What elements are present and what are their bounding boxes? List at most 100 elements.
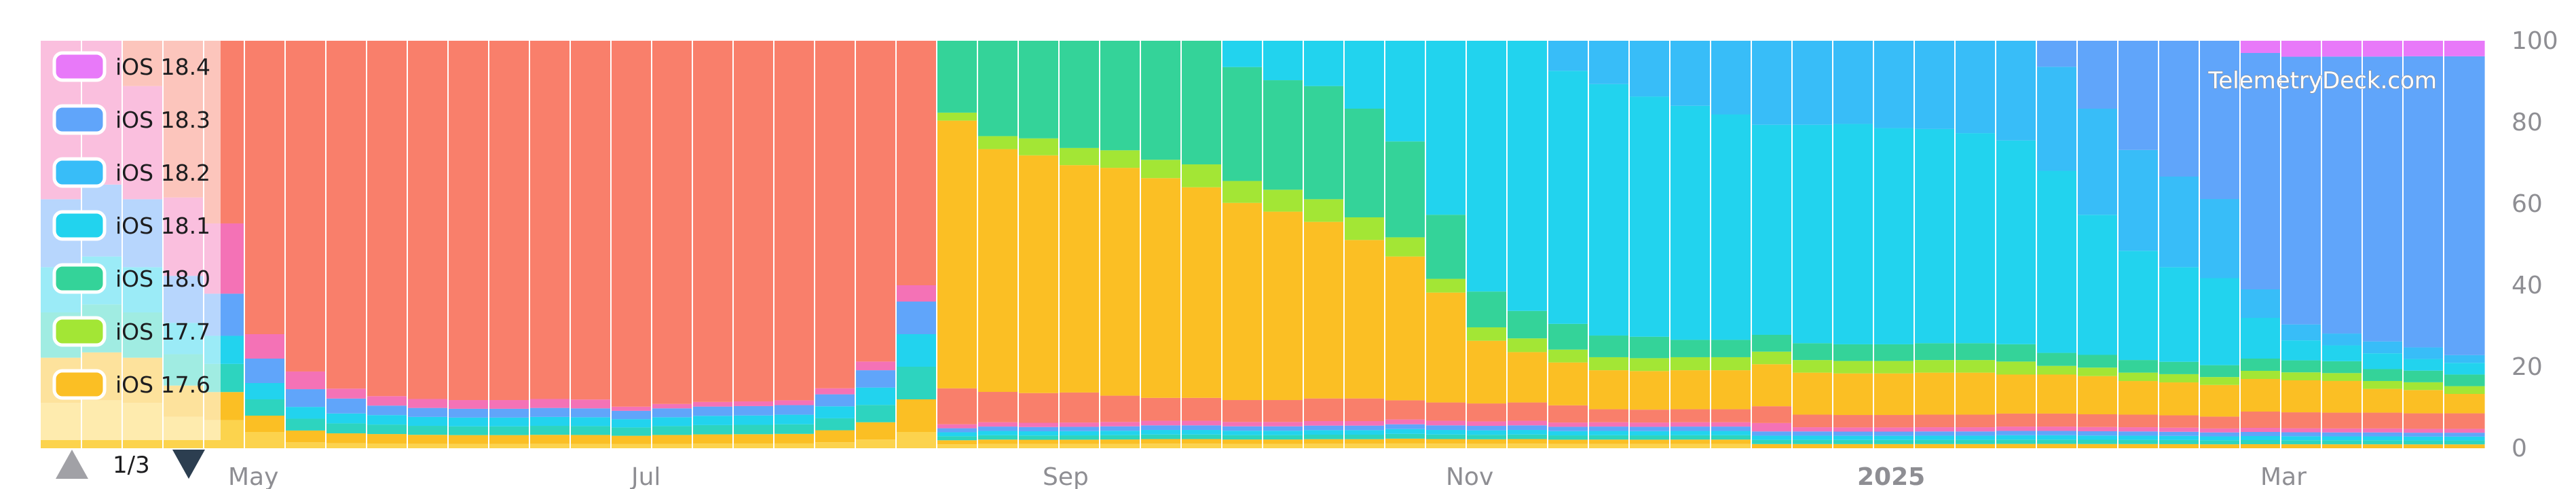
bar-segment-ios-18-3-w54 bbox=[2240, 53, 2281, 289]
bar-segment-ios-17-0-w24 bbox=[1018, 443, 1060, 448]
bar-segment-ios-17-1-w36 bbox=[1507, 439, 1548, 444]
bar-segment-ios-17-6-w41 bbox=[1711, 370, 1752, 410]
bar-segment-ios-18-3-w57 bbox=[2362, 56, 2404, 342]
bar-segment-ios-17-1-w34 bbox=[1425, 439, 1467, 444]
bar-segment-ios-17-2-w53 bbox=[2199, 440, 2241, 445]
bar-segment-ios-17-6-w30 bbox=[1263, 211, 1304, 401]
legend-item[interactable]: iOS 18.0 bbox=[52, 263, 210, 294]
bar-segment-ios-17-2-w33 bbox=[1385, 433, 1426, 439]
bar-segment-ios-17-2-w54 bbox=[2240, 440, 2281, 444]
bar-segment-ios-17-3-w33 bbox=[1385, 429, 1426, 434]
x-tick-label: Jul bbox=[630, 463, 660, 489]
bar-segment-ios-17-5-1-w19 bbox=[815, 41, 856, 388]
legend-item[interactable]: iOS 18.1 bbox=[52, 210, 210, 241]
bar-segment-ios-17-1-w10 bbox=[448, 435, 489, 444]
bar-segment-ios-17-5-w12 bbox=[529, 399, 571, 408]
bar-segment-ios-17-6-w44 bbox=[1833, 373, 1874, 416]
bar-segment-ios-17-6-w49 bbox=[2036, 374, 2078, 414]
legend-item[interactable]: iOS 17.7 bbox=[52, 316, 210, 347]
bar-segment-ios-17-3-w52 bbox=[2159, 435, 2200, 440]
bar-segment-ios-17-1-w26 bbox=[1100, 439, 1141, 444]
bar-segment-ios-17-2-w55 bbox=[2281, 440, 2322, 445]
bar-segment-ios-17-5-1-w33 bbox=[1385, 400, 1426, 420]
bar-segment-ios-17-5-w30 bbox=[1263, 422, 1304, 427]
bar-segment-ios-17-2-w11 bbox=[489, 426, 530, 435]
bar-segment-ios-17-4-w8 bbox=[367, 405, 408, 416]
bar-segment-ios-17-1-w15 bbox=[652, 435, 693, 444]
bar-segment-ios-17-4-w41 bbox=[1711, 427, 1752, 431]
bar-segment-ios-17-5-1-w54 bbox=[2240, 412, 2281, 428]
bar-segment-ios-17-7-w56 bbox=[2321, 373, 2363, 381]
bar-segment-ios-17-2-w14 bbox=[611, 427, 652, 436]
bar-segment-ios-18-1-w57 bbox=[2362, 353, 2404, 369]
bar-segment-ios-17-2-w40 bbox=[1670, 435, 1711, 440]
bar-segment-ios-18-2-w38 bbox=[1588, 41, 1630, 84]
bar-segment-ios-17-3-w6 bbox=[285, 407, 326, 419]
bar-segment-ios-17-0-w6 bbox=[285, 442, 326, 448]
bar-segment-ios-17-2-w13 bbox=[570, 426, 612, 435]
bar-segment-ios-17-3-w5 bbox=[244, 383, 286, 399]
bar-segment-ios-17-4-w11 bbox=[489, 408, 530, 418]
bar-segment-ios-17-3-w39 bbox=[1629, 431, 1670, 436]
legend-item[interactable]: iOS 18.4 bbox=[52, 51, 210, 82]
bar-segment-ios-17-2-w16 bbox=[692, 424, 734, 435]
bar-segment-ios-17-3-w27 bbox=[1140, 430, 1182, 435]
bar-segment-ios-17-0-w21 bbox=[896, 432, 937, 448]
bar-segment-ios-17-7-w50 bbox=[2077, 367, 2118, 376]
bar-segment-ios-18-1-w58 bbox=[2403, 359, 2444, 371]
bar-segment-ios-17-7-w52 bbox=[2159, 374, 2200, 383]
bar-segment-ios-17-3-w41 bbox=[1711, 431, 1752, 435]
bar-segment-ios-17-5-1-w15 bbox=[652, 41, 693, 404]
bar-segment-ios-17-5-1-w26 bbox=[1100, 395, 1141, 422]
bar-segment-ios-17-7-w41 bbox=[1711, 357, 1752, 371]
bar-segment-ios-17-4-w25 bbox=[1059, 427, 1100, 431]
bar-segment-ios-18-0-w50 bbox=[2077, 355, 2118, 368]
bar-segment-ios-17-5-w59 bbox=[2444, 429, 2485, 433]
bar-segment-ios-17-2-w47 bbox=[1955, 439, 1996, 444]
bar-segment-ios-17-5-w16 bbox=[692, 401, 734, 407]
legend-item[interactable]: iOS 18.3 bbox=[52, 104, 210, 135]
legend-label: iOS 18.0 bbox=[115, 266, 210, 292]
x-tick-label: Sep bbox=[1043, 463, 1089, 489]
bar-segment-ios-17-7-w57 bbox=[2362, 380, 2404, 389]
bar-segment-ios-17-7-w27 bbox=[1140, 160, 1182, 179]
bar-segment-ios-18-2-w46 bbox=[1914, 41, 1956, 129]
bar-segment-ios-17-6-w35 bbox=[1466, 340, 1508, 404]
bar-segment-ios-17-2-w27 bbox=[1140, 434, 1182, 439]
legend-swatch bbox=[52, 210, 107, 241]
bar-segment-ios-17-5-1-w47 bbox=[1955, 414, 1996, 428]
bar-segment-ios-17-3-w36 bbox=[1507, 430, 1548, 435]
bar-segment-ios-18-1-w39 bbox=[1629, 96, 1670, 337]
bar-segment-ios-17-1-w21 bbox=[896, 399, 937, 432]
bar-segment-ios-18-0-w36 bbox=[1507, 310, 1548, 339]
bar-segment-ios-18-0-w25 bbox=[1059, 41, 1100, 148]
bar-segment-ios-17-6-w23 bbox=[977, 149, 1019, 393]
bar-segment-ios-17-3-w44 bbox=[1833, 435, 1874, 440]
bar-segment-ios-17-5-1-w10 bbox=[448, 41, 489, 401]
legend-item[interactable]: iOS 18.2 bbox=[52, 157, 210, 188]
bar-segment-ios-17-6-w28 bbox=[1181, 187, 1222, 398]
bar-segment-ios-17-5-w39 bbox=[1629, 422, 1670, 427]
bar-segment-ios-17-2-w45 bbox=[1873, 439, 1915, 444]
bar-segment-ios-17-2-w25 bbox=[1059, 435, 1100, 440]
legend-swatch bbox=[52, 369, 107, 400]
bar-segment-ios-17-4-w55 bbox=[2281, 432, 2322, 437]
bar-segment-ios-18-2-w42 bbox=[1751, 41, 1793, 125]
bar-segment-ios-17-2-w22 bbox=[937, 436, 978, 441]
legend-prev-button[interactable] bbox=[56, 450, 88, 479]
bar-segment-ios-17-5-w51 bbox=[2118, 427, 2159, 432]
bar-segment-ios-17-5-w26 bbox=[1100, 422, 1141, 427]
bar-segment-ios-17-7-w26 bbox=[1100, 150, 1141, 168]
bar-segment-ios-17-1-w48 bbox=[1996, 443, 2037, 448]
bar-segment-ios-18-1-w55 bbox=[2281, 340, 2322, 361]
bar-segment-ios-18-1-w52 bbox=[2159, 267, 2200, 362]
bar-segment-ios-17-2-w31 bbox=[1303, 435, 1345, 439]
bar-segment-ios-17-1-w59 bbox=[2444, 444, 2485, 448]
bar-segment-ios-17-4-w20 bbox=[855, 370, 897, 388]
legend-item[interactable]: iOS 17.6 bbox=[52, 369, 210, 400]
bar-segment-ios-17-5-1-w44 bbox=[1833, 415, 1874, 428]
legend-next-button[interactable] bbox=[172, 450, 205, 479]
bar-segment-ios-18-2-w48 bbox=[1996, 41, 2037, 141]
bar-segment-ios-17-2-w43 bbox=[1792, 439, 1833, 444]
bar-segment-ios-18-0-w35 bbox=[1466, 291, 1508, 327]
